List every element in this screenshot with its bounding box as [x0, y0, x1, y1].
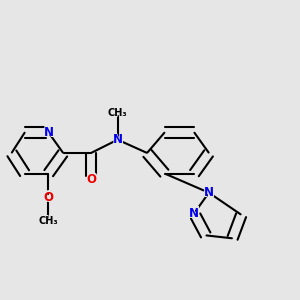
Text: N: N	[111, 132, 124, 147]
Text: N: N	[188, 206, 200, 221]
Text: N: N	[189, 207, 199, 220]
Text: N: N	[204, 186, 214, 199]
Text: O: O	[85, 172, 98, 187]
Text: CH₃: CH₃	[108, 108, 127, 118]
Text: CH₃: CH₃	[36, 214, 61, 227]
Text: N: N	[203, 185, 215, 200]
Text: CH₃: CH₃	[39, 216, 58, 226]
Text: N: N	[112, 133, 123, 146]
Text: O: O	[86, 173, 96, 186]
Text: N: N	[42, 125, 55, 140]
Text: CH₃: CH₃	[105, 107, 130, 120]
Text: N: N	[44, 126, 53, 139]
Text: O: O	[42, 190, 55, 205]
Text: O: O	[44, 190, 53, 204]
